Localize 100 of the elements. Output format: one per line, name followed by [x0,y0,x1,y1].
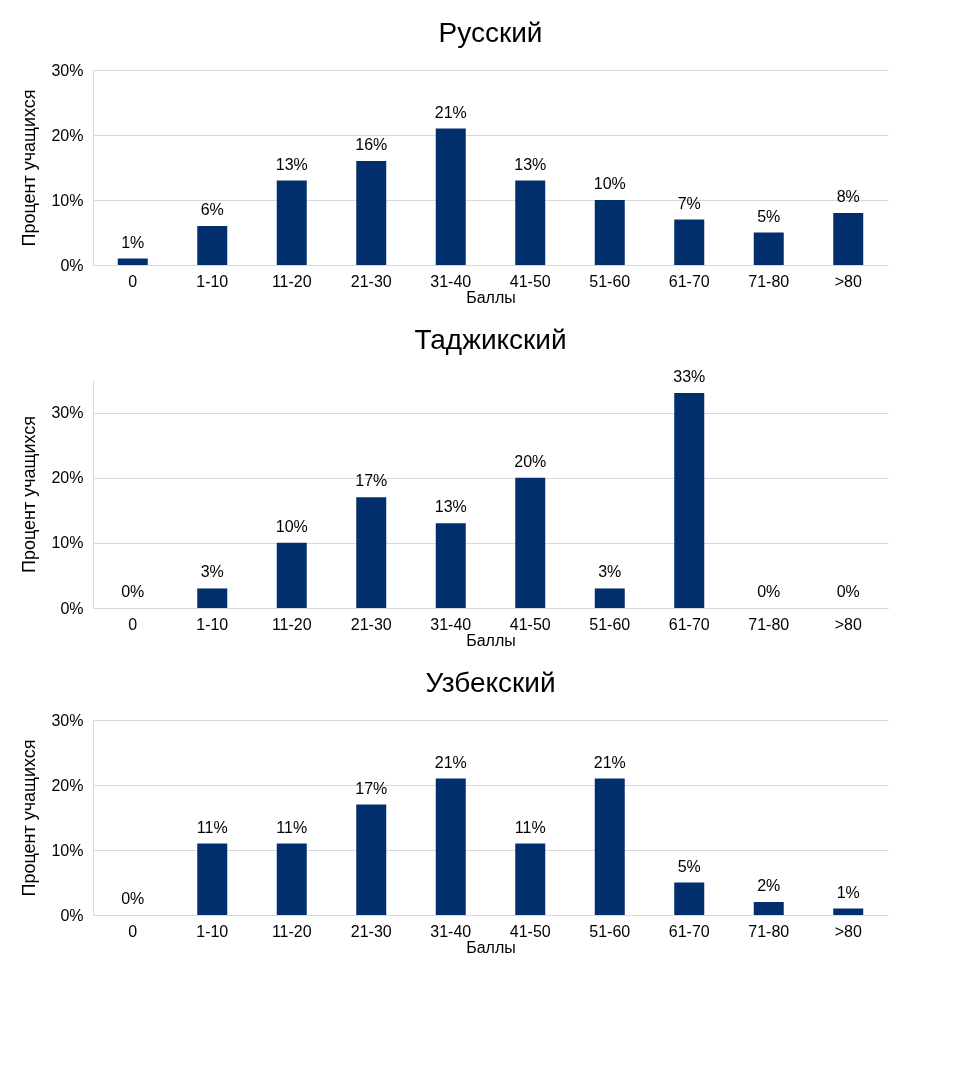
x-tick-label: 11-20 [271,922,312,940]
y-tick-label: 20% [51,469,84,487]
bar [276,843,307,915]
data-label: 0% [836,583,860,600]
x-tick-label: 71-80 [748,922,790,940]
data-label: 16% [355,136,388,153]
y-tick-label: 0% [60,599,84,617]
data-label: 11% [276,818,308,836]
data-label: 17% [355,779,388,797]
x-tick-label: 61-70 [668,615,710,633]
data-label: 1% [836,883,860,901]
x-tick-label: 41-50 [509,922,551,940]
x-tick-label: 61-70 [668,922,710,940]
data-label: 5% [757,207,781,225]
bar [356,804,387,915]
x-tick-label: 71-80 [748,615,790,633]
bar [594,778,625,915]
bar [515,180,546,265]
x-tick-label: 0 [128,615,138,633]
data-label: 13% [434,498,467,516]
data-label: 21% [434,103,467,121]
bar [594,588,625,608]
data-label: 0% [757,583,781,600]
x-tick-label: 31-40 [430,922,472,940]
x-tick-label: 31-40 [430,272,472,290]
bar [435,778,466,915]
x-tick-label: 21-30 [350,272,392,290]
y-tick-label: 10% [51,841,84,859]
data-label: 33% [673,368,706,386]
x-tick-label: 1-10 [196,272,229,290]
data-label: 13% [514,155,547,173]
bar [276,180,307,265]
data-label: 21% [593,753,626,771]
y-tick-label: 0% [60,906,84,924]
bar [674,219,705,265]
x-tick-label: 41-50 [509,272,551,290]
x-axis-title: Баллы [466,938,516,956]
data-label: 11% [514,818,546,836]
data-label: 3% [200,563,224,581]
bar [833,213,864,265]
bar [117,258,148,265]
x-tick-label: >80 [834,615,862,633]
x-tick-label: >80 [834,272,862,290]
data-label: 5% [677,857,701,875]
data-label: 17% [355,472,388,490]
bar [753,902,784,915]
y-tick-label: 10% [51,191,84,209]
x-axis-title: Баллы [466,288,516,306]
x-tick-label: 61-70 [668,272,710,290]
bar [197,843,228,915]
x-tick-label: 51-60 [589,922,631,940]
chart-title: Русский [438,17,543,48]
data-label: 11% [196,818,228,836]
x-tick-label: 31-40 [430,615,472,633]
bar [356,497,387,608]
x-tick-label: 11-20 [271,615,312,633]
data-label: 1% [121,233,145,251]
x-tick-label: 0 [128,272,138,290]
bar [435,523,466,608]
x-tick-label: 0 [128,922,138,940]
y-axis-title: Процент учащихся [19,739,40,897]
bar [515,843,546,915]
x-axis-title: Баллы [466,631,516,649]
bar [515,477,546,608]
y-axis-title: Процент учащихся [19,415,40,574]
x-tick-label: 1-10 [196,922,229,940]
x-tick-label: 41-50 [509,615,551,633]
data-label: 0% [121,890,145,907]
data-label: 7% [677,194,701,212]
x-tick-label: 21-30 [350,922,392,940]
bar [276,542,307,608]
chart-title: Узбекский [425,667,556,698]
data-label: 21% [434,753,467,771]
data-label: 10% [275,517,308,535]
bar [833,908,864,915]
y-tick-label: 0% [60,256,84,274]
x-tick-label: 21-30 [350,615,392,633]
bar [674,393,705,608]
bar [594,200,625,265]
x-tick-label: 71-80 [748,272,790,290]
bar [197,226,228,265]
y-tick-label: 30% [51,61,84,79]
bar [435,128,466,265]
data-label: 6% [200,201,224,218]
data-label: 2% [757,877,781,894]
y-tick-label: 30% [51,404,84,422]
y-tick-label: 10% [51,534,84,552]
data-label: 10% [593,175,626,192]
data-label: 8% [836,188,860,205]
bar [674,882,705,915]
x-tick-label: >80 [834,922,862,940]
x-tick-label: 51-60 [589,615,631,633]
data-label: 20% [514,452,547,470]
bar [356,161,387,265]
y-tick-label: 20% [51,776,84,794]
chart-title: Таджикский [414,324,567,356]
x-tick-label: 11-20 [271,272,312,290]
data-label: 3% [598,563,622,581]
y-tick-label: 20% [51,126,84,144]
x-tick-label: 1-10 [196,615,229,633]
